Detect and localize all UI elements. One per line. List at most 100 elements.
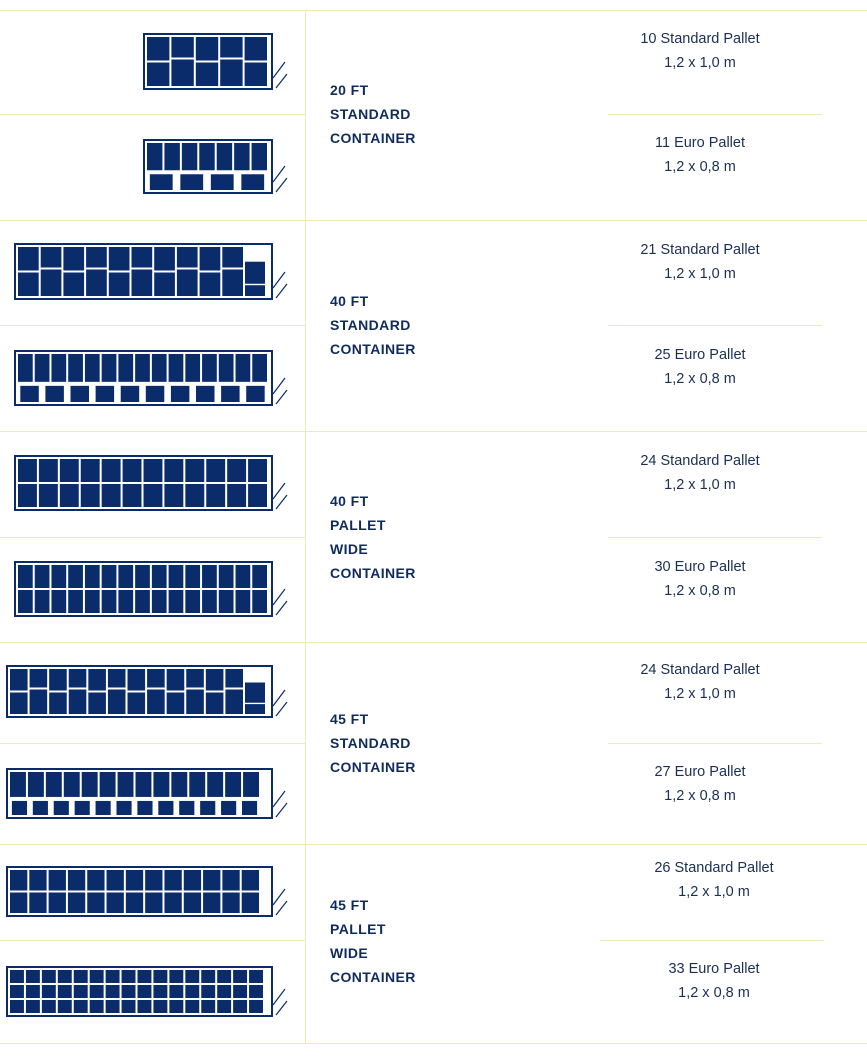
pallet [221, 800, 237, 815]
pallet [51, 354, 67, 382]
load-divider-right [608, 537, 822, 538]
pallet [249, 970, 263, 983]
pallet [34, 590, 50, 613]
pallet-spec: 24 Standard Pallet 1,2 x 1,0 m [580, 658, 820, 706]
pallet [63, 272, 85, 296]
pallet [185, 484, 205, 507]
container-door-lines [272, 271, 288, 299]
pallet [118, 565, 134, 588]
pallet [68, 354, 83, 382]
pallet [153, 985, 168, 998]
pallet [145, 385, 165, 402]
pallet [18, 565, 33, 588]
container-door-lines [272, 61, 288, 89]
pallet [235, 565, 251, 588]
pallet [101, 590, 117, 613]
pallet [169, 1000, 184, 1013]
pallet [18, 354, 33, 382]
section-divider [0, 1043, 867, 1044]
pallet [222, 870, 240, 891]
pallet [249, 985, 263, 998]
pallet [196, 385, 215, 402]
pallet [108, 247, 130, 271]
pallet [48, 870, 66, 891]
pallet [125, 870, 144, 891]
container-title-line: WIDE [330, 945, 369, 961]
pallet [185, 1000, 200, 1013]
container-diagram-3-0 [6, 665, 288, 718]
pallet [105, 1000, 120, 1013]
pallet [151, 354, 167, 382]
pallet [252, 565, 267, 588]
load-divider-left [0, 114, 305, 115]
pallet [57, 1000, 72, 1013]
column-divider [305, 10, 306, 1044]
pallet [10, 669, 28, 691]
pallet [38, 459, 58, 482]
pallet [169, 970, 184, 983]
pallet-count: 30 Euro Pallet [654, 559, 746, 575]
pallet [122, 459, 142, 482]
pallet [18, 247, 39, 271]
pallet-count: 26 Standard Pallet [654, 860, 774, 876]
pallet [73, 1000, 88, 1013]
pallet-spec: 11 Euro Pallet 1,2 x 0,8 m [580, 131, 820, 179]
pallet [245, 704, 265, 714]
pallet [49, 669, 67, 691]
pallet [147, 143, 163, 171]
pallet-size: 1,2 x 1,0 m [678, 884, 750, 900]
pallet-size: 1,2 x 1,0 m [664, 686, 736, 702]
pallet [18, 484, 37, 507]
pallet [206, 459, 226, 482]
pallet [20, 385, 39, 402]
pallet [87, 892, 105, 913]
load-divider-right [608, 325, 822, 326]
load-divider-left [0, 537, 305, 538]
pallet [135, 565, 150, 588]
pallet [164, 484, 184, 507]
pallet [80, 484, 100, 507]
pallet [41, 970, 56, 983]
pallet [59, 484, 79, 507]
pallet [63, 772, 80, 797]
pallet [169, 985, 184, 998]
pallet [40, 269, 62, 296]
pallet [199, 143, 215, 171]
pallet [86, 247, 107, 268]
pallet [49, 692, 67, 714]
pallet [201, 970, 216, 983]
pallet [185, 985, 200, 998]
pallet [235, 590, 251, 613]
pallet [222, 269, 243, 296]
container-door-lines [272, 165, 288, 193]
pallet [241, 174, 265, 190]
container-title-line: 40 FT [330, 493, 369, 509]
pallet-spec: 21 Standard Pallet 1,2 x 1,0 m [580, 238, 820, 286]
pallet [116, 800, 132, 815]
pallet [57, 970, 72, 983]
load-divider-left [0, 743, 305, 744]
pallet [135, 590, 150, 613]
pallet [206, 484, 226, 507]
section-divider [0, 642, 867, 643]
pallet [59, 459, 79, 482]
container-title-line: 20 FT [330, 82, 369, 98]
pallet [202, 354, 217, 382]
pallet [244, 37, 267, 61]
pallet [137, 1000, 152, 1013]
container-door-lines [272, 588, 288, 616]
pallet [203, 892, 221, 913]
pallet [29, 669, 48, 688]
pallet [227, 459, 247, 482]
container-title: 45 FT PALLET WIDE CONTAINER [330, 893, 460, 989]
pallet-spec: 25 Euro Pallet 1,2 x 0,8 m [580, 343, 820, 391]
pallet [107, 669, 126, 688]
pallet [195, 37, 219, 61]
pallet [137, 970, 152, 983]
pallet [145, 870, 163, 891]
container-door-lines [272, 790, 288, 818]
pallet [164, 143, 180, 171]
pallet [120, 385, 140, 402]
pallet [25, 970, 40, 983]
